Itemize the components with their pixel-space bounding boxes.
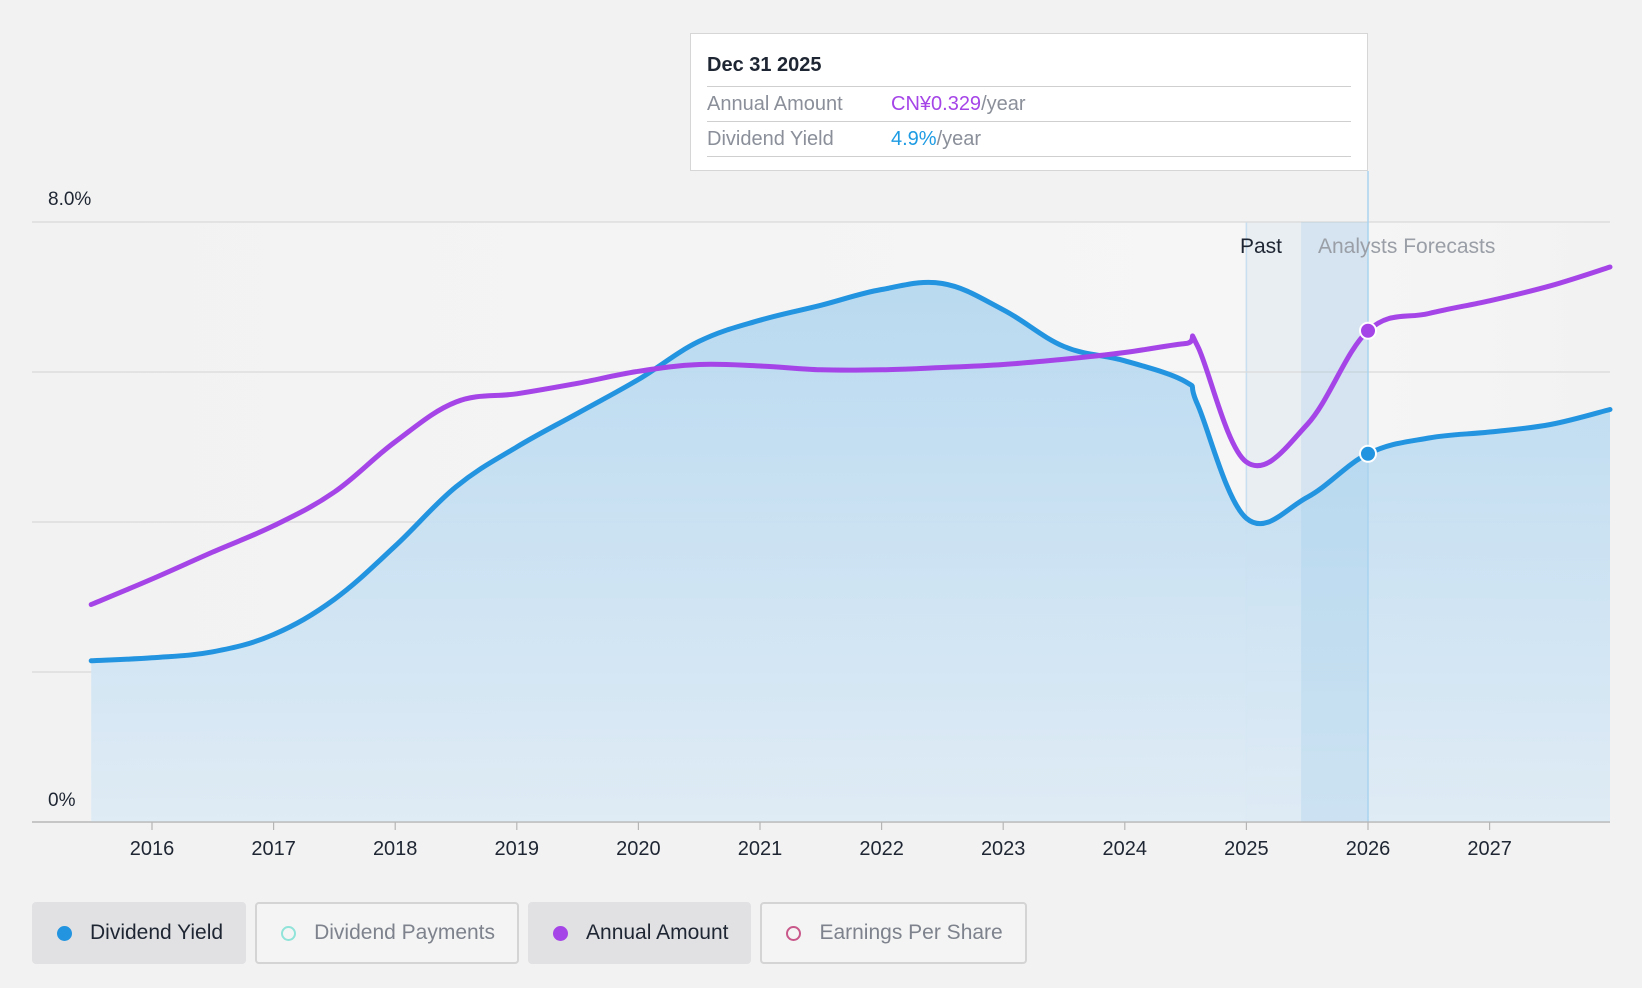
x-tick-label: 2019	[495, 838, 540, 860]
forecast-band-rect	[1301, 222, 1368, 822]
y-axis-top-label: 8.0%	[48, 189, 91, 210]
legend-dot-icon	[786, 925, 802, 941]
x-tick-label: 2016	[130, 838, 175, 860]
x-tick-label: 2022	[859, 838, 904, 860]
tooltip-annual-row: Annual Amount CN¥0.329 /year	[707, 87, 1351, 122]
tooltip-annual-value: CN¥0.329	[891, 93, 982, 115]
chart-tooltip: Dec 31 2025 Annual Amount CN¥0.329 /year…	[690, 33, 1368, 171]
x-tick-label: 2027	[1467, 838, 1512, 860]
x-tick-label: 2021	[738, 838, 783, 860]
dividend-yield-area	[91, 282, 1610, 822]
legend-dot-icon	[553, 925, 569, 941]
annual-amount-line	[88, 264, 1613, 607]
x-tick-label: 2017	[251, 838, 296, 860]
legend-label: Earnings Per Share	[819, 921, 1003, 944]
legend-annual-amount-button[interactable]: Annual Amount	[528, 902, 752, 964]
x-tick-label: 2020	[616, 838, 661, 860]
tooltip-annual-suffix: /year	[981, 93, 1026, 115]
legend-dividend-yield-button[interactable]: Dividend Yield	[32, 902, 247, 964]
past-label: Past	[1240, 235, 1282, 258]
legend-label: Annual Amount	[586, 921, 729, 944]
chart-legend: Dividend Yield Dividend Payments Annual …	[32, 902, 1027, 964]
legend-dot-icon	[281, 925, 297, 941]
dividend-yield-highlight-point[interactable]	[1359, 444, 1377, 463]
x-tick-label: 2018	[373, 838, 418, 860]
tooltip-yield-value: 4.9%	[891, 128, 937, 150]
legend-label: Dividend Yield	[90, 921, 224, 944]
tooltip-yield-suffix: /year	[936, 128, 982, 150]
x-axis: 2016 2017 2018 2019 2020 2021 2022 2023 2024 2025…	[32, 821, 1610, 860]
tooltip-annual-label: Annual Amount	[707, 93, 843, 115]
legend-earnings-per-share-button[interactable]: Earnings Per Share	[760, 902, 1027, 964]
x-tick-label: 2025	[1224, 838, 1269, 860]
analysts-forecasts-label: Analysts Forecasts	[1318, 235, 1495, 258]
annual-amount-highlight-point[interactable]	[1359, 321, 1377, 340]
tooltip-yield-label: Dividend Yield	[707, 128, 834, 150]
tooltip-date: Dec 31 2025	[707, 34, 1351, 87]
legend-label: Dividend Payments	[314, 921, 496, 944]
y-axis-bottom-label: 0%	[48, 790, 76, 811]
legend-dividend-payments-button[interactable]: Dividend Payments	[255, 902, 520, 964]
x-tick-label: 2026	[1346, 838, 1391, 860]
forecast-region-band	[1301, 222, 1368, 822]
dividend-yield-line	[88, 279, 1613, 664]
x-tick-label: 2023	[981, 838, 1026, 860]
tooltip-yield-row: Dividend Yield 4.9% /year	[707, 122, 1351, 157]
x-tick-label: 2024	[1103, 838, 1148, 860]
legend-dot-icon	[57, 925, 72, 941]
